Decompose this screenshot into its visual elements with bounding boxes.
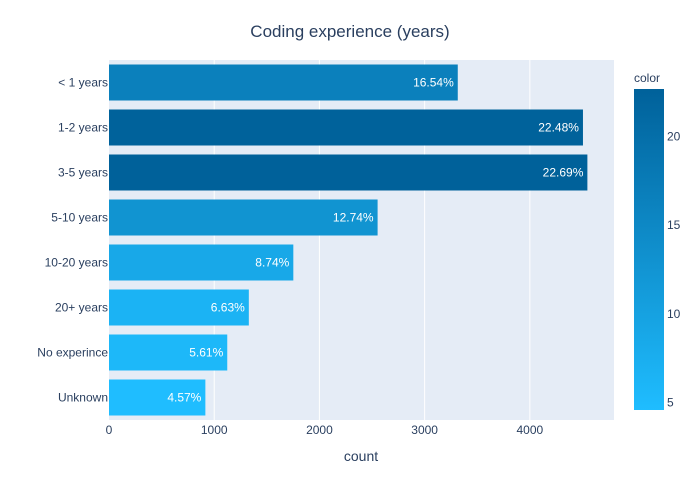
bar[interactable]	[109, 379, 206, 416]
bars: 16.54% 22.48% 22.69% 12.74% 8.74% 6.63% 5.61% 4…	[109, 64, 588, 416]
y-tick-label: Unknown	[58, 391, 108, 405]
y-axis-tick-labels: < 1 years 1-2 years 3-5 years 5-10 years 10-…	[37, 76, 108, 405]
bar-value-label: 12.74%	[333, 211, 374, 225]
colorbar	[634, 89, 664, 410]
y-tick-label: < 1 years	[58, 76, 108, 90]
bar-value-label: 6.63%	[211, 301, 245, 315]
y-tick-label: 20+ years	[55, 301, 108, 315]
bar-value-label: 5.61%	[189, 346, 223, 360]
colorbar-title: color	[634, 71, 660, 85]
chart-title: Coding experience (years)	[250, 22, 449, 41]
bar-value-label: 8.74%	[255, 256, 289, 270]
bar-value-label: 22.48%	[538, 121, 579, 135]
x-axis-tick-labels: 0 1000 2000 3000 4000	[106, 423, 544, 437]
bar[interactable]	[109, 289, 249, 326]
bar[interactable]	[109, 154, 588, 191]
colorbar-tick-label: 15	[667, 218, 681, 232]
bar[interactable]	[109, 109, 583, 146]
y-tick-label: 1-2 years	[58, 121, 108, 135]
bar[interactable]	[109, 199, 378, 236]
bar-value-label: 4.57%	[167, 391, 201, 405]
bar[interactable]	[109, 244, 294, 281]
x-tick-label: 2000	[306, 423, 333, 437]
y-tick-label: No experince	[37, 346, 108, 360]
y-tick-label: 10-20 years	[45, 256, 108, 270]
y-tick-label: 3-5 years	[58, 166, 108, 180]
x-tick-label: 0	[106, 423, 113, 437]
colorbar-tick-labels: 5 10 15 20	[667, 130, 681, 410]
x-axis-label: count	[344, 448, 378, 464]
bar[interactable]	[109, 334, 228, 371]
bar-value-label: 16.54%	[413, 76, 454, 90]
x-tick-label: 3000	[411, 423, 438, 437]
bar[interactable]	[109, 64, 458, 101]
colorbar-tick-label: 10	[667, 307, 681, 321]
y-tick-label: 5-10 years	[51, 211, 108, 225]
x-tick-label: 1000	[201, 423, 228, 437]
colorbar-tick-label: 5	[667, 395, 674, 409]
bar-value-label: 22.69%	[543, 166, 584, 180]
colorbar-tick-label: 20	[667, 130, 681, 144]
x-tick-label: 4000	[516, 423, 543, 437]
